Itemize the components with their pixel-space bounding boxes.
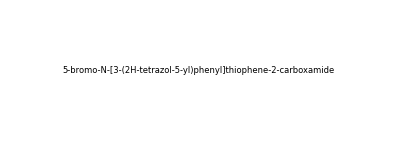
Text: 5-bromo-N-[3-(2H-tetrazol-5-yl)phenyl]thiophene-2-carboxamide: 5-bromo-N-[3-(2H-tetrazol-5-yl)phenyl]th… [62, 66, 335, 75]
